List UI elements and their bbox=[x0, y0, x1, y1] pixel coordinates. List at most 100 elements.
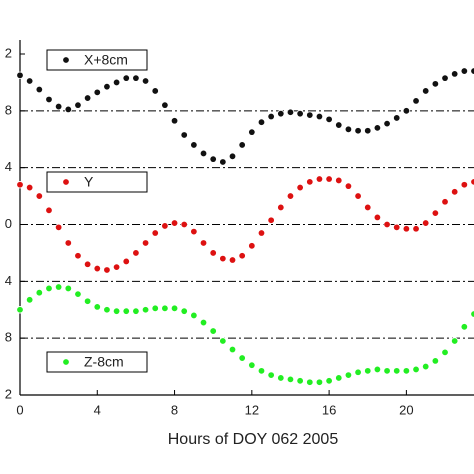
data-point bbox=[383, 367, 391, 375]
data-point bbox=[228, 152, 237, 160]
x-tick-label: 0 bbox=[16, 402, 23, 417]
data-point bbox=[450, 337, 459, 345]
data-point bbox=[199, 239, 208, 247]
data-point bbox=[344, 125, 353, 134]
data-point bbox=[209, 155, 217, 163]
data-point bbox=[393, 367, 401, 375]
data-point bbox=[286, 108, 295, 116]
data-point bbox=[45, 206, 53, 214]
data-point bbox=[335, 176, 343, 185]
data-point bbox=[450, 188, 459, 196]
data-point bbox=[25, 296, 34, 304]
y-tick-label: 0 bbox=[5, 216, 12, 231]
data-point bbox=[470, 67, 474, 75]
data-point bbox=[238, 141, 246, 149]
legend-marker bbox=[62, 56, 70, 64]
data-point bbox=[267, 112, 275, 121]
data-point bbox=[122, 257, 130, 266]
data-point bbox=[54, 102, 63, 111]
data-point bbox=[402, 367, 411, 375]
data-point bbox=[431, 357, 440, 365]
data-point bbox=[422, 219, 430, 227]
data-point bbox=[141, 306, 150, 314]
data-point bbox=[25, 183, 34, 192]
data-point bbox=[25, 77, 34, 85]
data-point bbox=[335, 121, 343, 129]
data-point bbox=[267, 371, 275, 379]
data-point bbox=[393, 223, 401, 232]
data-point bbox=[441, 348, 449, 357]
data-point bbox=[132, 307, 140, 315]
data-point bbox=[325, 377, 333, 385]
y-tick-label: 8 bbox=[5, 330, 12, 345]
data-point bbox=[141, 239, 150, 247]
data-point bbox=[180, 220, 188, 229]
data-point bbox=[383, 119, 391, 128]
data-point bbox=[83, 297, 92, 305]
data-point bbox=[450, 70, 459, 78]
data-point bbox=[373, 213, 382, 222]
data-point bbox=[209, 327, 217, 335]
data-point bbox=[180, 131, 188, 139]
y-tick-label: 4 bbox=[5, 273, 12, 288]
data-point bbox=[190, 227, 198, 236]
data-point bbox=[64, 284, 72, 293]
data-point bbox=[412, 225, 420, 233]
legend-marker bbox=[62, 358, 70, 366]
y-tick-label: 4 bbox=[5, 159, 12, 174]
data-point bbox=[402, 107, 411, 115]
data-point bbox=[344, 371, 353, 379]
data-point bbox=[460, 323, 469, 331]
data-point bbox=[277, 374, 285, 382]
data-point bbox=[422, 362, 430, 371]
data-point bbox=[161, 222, 169, 230]
legend-label: Y bbox=[84, 174, 94, 190]
data-point bbox=[112, 307, 121, 315]
data-point bbox=[306, 178, 314, 186]
data-point bbox=[257, 229, 266, 237]
data-point bbox=[83, 260, 92, 268]
data-point bbox=[54, 283, 63, 291]
data-point bbox=[315, 378, 324, 386]
x-tick-label: 20 bbox=[399, 402, 413, 417]
data-point bbox=[190, 311, 198, 320]
legend-marker bbox=[62, 178, 70, 186]
data-point bbox=[248, 128, 256, 136]
data-point bbox=[219, 337, 227, 345]
data-point bbox=[16, 181, 24, 189]
data-point bbox=[93, 264, 101, 273]
data-point bbox=[161, 304, 169, 313]
data-point bbox=[151, 304, 159, 313]
data-point bbox=[45, 95, 53, 104]
data-point bbox=[296, 377, 304, 385]
data-point bbox=[306, 111, 314, 119]
data-point bbox=[344, 182, 353, 190]
data-point bbox=[354, 192, 362, 200]
data-point bbox=[267, 216, 275, 224]
legend-label: X+8cm bbox=[84, 52, 128, 68]
data-point bbox=[35, 289, 44, 297]
data-point bbox=[132, 249, 140, 257]
data-point bbox=[112, 263, 121, 271]
x-tick-label: 12 bbox=[245, 402, 259, 417]
data-point bbox=[364, 203, 372, 212]
data-point bbox=[35, 192, 44, 200]
y-tick-label: 8 bbox=[5, 102, 12, 117]
data-point bbox=[431, 80, 440, 88]
data-point bbox=[402, 225, 411, 233]
data-point bbox=[364, 127, 372, 135]
data-point bbox=[161, 101, 169, 109]
data-point bbox=[296, 109, 304, 118]
data-point bbox=[64, 105, 72, 114]
data-point bbox=[393, 114, 401, 122]
data-point bbox=[325, 175, 333, 183]
y-tick-label: 2 bbox=[5, 45, 12, 60]
data-point bbox=[315, 175, 324, 183]
data-point bbox=[122, 74, 130, 82]
data-point bbox=[373, 124, 382, 132]
data-point bbox=[383, 220, 391, 229]
data-point bbox=[364, 367, 372, 375]
data-point bbox=[190, 141, 198, 149]
data-point bbox=[141, 77, 150, 85]
